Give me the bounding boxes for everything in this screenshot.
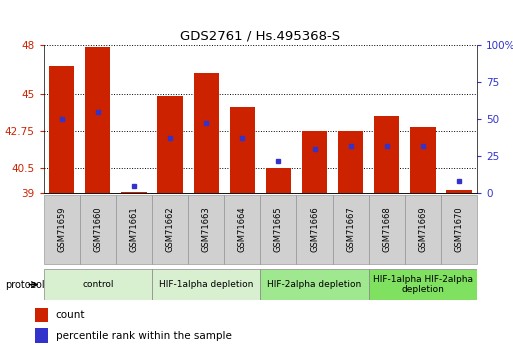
Text: count: count (55, 310, 85, 320)
Text: GSM71668: GSM71668 (382, 207, 391, 252)
Text: GSM71661: GSM71661 (129, 207, 139, 252)
Bar (157, 96, 183, 193)
Text: GSM71665: GSM71665 (274, 207, 283, 252)
Bar (369, 269, 477, 300)
Bar (405, 195, 441, 264)
Bar (302, 131, 327, 193)
Text: GSM71667: GSM71667 (346, 207, 355, 252)
Bar (224, 195, 260, 264)
Bar (35, 308, 48, 322)
Bar (332, 195, 369, 264)
Bar (266, 168, 291, 193)
Bar (152, 269, 260, 300)
Bar (260, 195, 297, 264)
Text: protocol: protocol (5, 280, 45, 289)
Bar (260, 269, 369, 300)
Bar (44, 269, 152, 300)
Bar (188, 195, 224, 264)
Bar (230, 108, 255, 193)
Text: HIF-1alpha depletion: HIF-1alpha depletion (159, 280, 253, 289)
Bar (410, 127, 436, 193)
Bar (297, 195, 332, 264)
Bar (85, 47, 110, 193)
Text: GSM71663: GSM71663 (202, 207, 211, 252)
Bar (441, 195, 477, 264)
Bar (374, 116, 400, 193)
Text: GSM71669: GSM71669 (419, 207, 427, 252)
Text: GSM71664: GSM71664 (238, 207, 247, 252)
Bar (80, 195, 116, 264)
Bar (193, 73, 219, 193)
Text: GSM71666: GSM71666 (310, 207, 319, 252)
Bar (35, 328, 48, 343)
Text: control: control (82, 280, 113, 289)
Text: GSM71662: GSM71662 (166, 207, 174, 252)
Bar (121, 191, 147, 193)
Text: GSM71670: GSM71670 (455, 207, 464, 252)
Text: HIF-1alpha HIF-2alpha
depletion: HIF-1alpha HIF-2alpha depletion (373, 275, 473, 294)
Bar (446, 190, 471, 193)
Bar (369, 195, 405, 264)
Text: HIF-2alpha depletion: HIF-2alpha depletion (267, 280, 362, 289)
Bar (49, 66, 74, 193)
Bar (116, 195, 152, 264)
Bar (44, 195, 80, 264)
Text: GSM71660: GSM71660 (93, 207, 102, 252)
Title: GDS2761 / Hs.495368-S: GDS2761 / Hs.495368-S (180, 29, 341, 42)
Bar (152, 195, 188, 264)
Text: GSM71659: GSM71659 (57, 207, 66, 252)
Bar (338, 131, 363, 193)
Text: percentile rank within the sample: percentile rank within the sample (55, 331, 231, 341)
